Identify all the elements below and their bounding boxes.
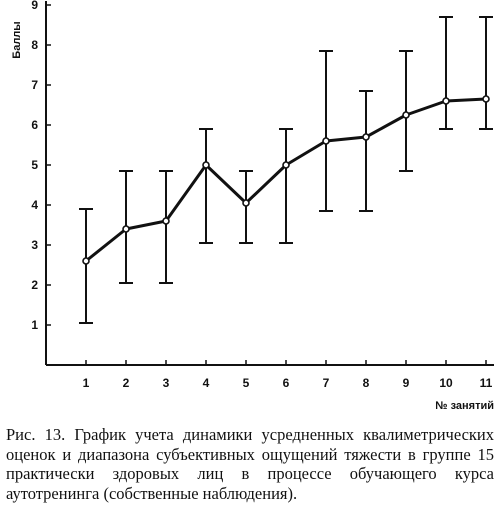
error-bars <box>79 16 493 324</box>
line-chart: 1 2 3 4 5 6 7 8 9 1 2 3 4 5 6 7 8 9 10 11 Баллы № занятий <box>11 0 494 412</box>
x-tick-label: 10 <box>439 376 453 390</box>
y-tick-label: 2 <box>31 278 38 292</box>
x-tick-label: 3 <box>163 376 170 390</box>
series-line-group <box>82 95 490 265</box>
data-point <box>482 95 490 103</box>
data-point <box>82 257 90 265</box>
x-tick-label: 5 <box>243 376 250 390</box>
data-point <box>202 161 210 169</box>
y-tick-label: 9 <box>31 0 38 12</box>
y-tick-label: 5 <box>31 158 38 172</box>
y-tick-label: 4 <box>31 198 38 212</box>
x-tick-label: 9 <box>403 376 410 390</box>
data-point <box>162 217 170 225</box>
data-point <box>122 225 130 233</box>
x-axis-title: № занятий <box>435 400 494 412</box>
data-point <box>322 137 330 145</box>
x-tick-label: 1 <box>83 376 90 390</box>
data-point <box>362 133 370 141</box>
data-point <box>282 161 290 169</box>
y-axis-ticks: 1 2 3 4 5 6 7 8 9 <box>31 0 51 332</box>
y-tick-label: 1 <box>31 318 38 332</box>
x-tick-label: 4 <box>203 376 210 390</box>
x-tick-label: 11 <box>480 376 493 390</box>
x-tick-label: 6 <box>283 376 290 390</box>
chart-axes <box>45 1 494 366</box>
y-tick-label: 3 <box>31 238 38 252</box>
data-point <box>442 97 450 105</box>
x-axis-ticks: 1 2 3 4 5 6 7 8 9 10 11 <box>83 360 493 390</box>
figure-caption: Рис. 13. График учета динамики усредненн… <box>6 425 494 503</box>
y-axis-title: Баллы <box>11 21 23 58</box>
x-tick-label: 7 <box>323 376 330 390</box>
data-point <box>402 111 410 119</box>
x-tick-label: 2 <box>123 376 130 390</box>
y-tick-label: 6 <box>31 118 38 132</box>
data-point <box>242 199 250 207</box>
y-tick-label: 7 <box>31 78 38 92</box>
x-tick-label: 8 <box>363 376 370 390</box>
y-tick-label: 8 <box>31 38 38 52</box>
